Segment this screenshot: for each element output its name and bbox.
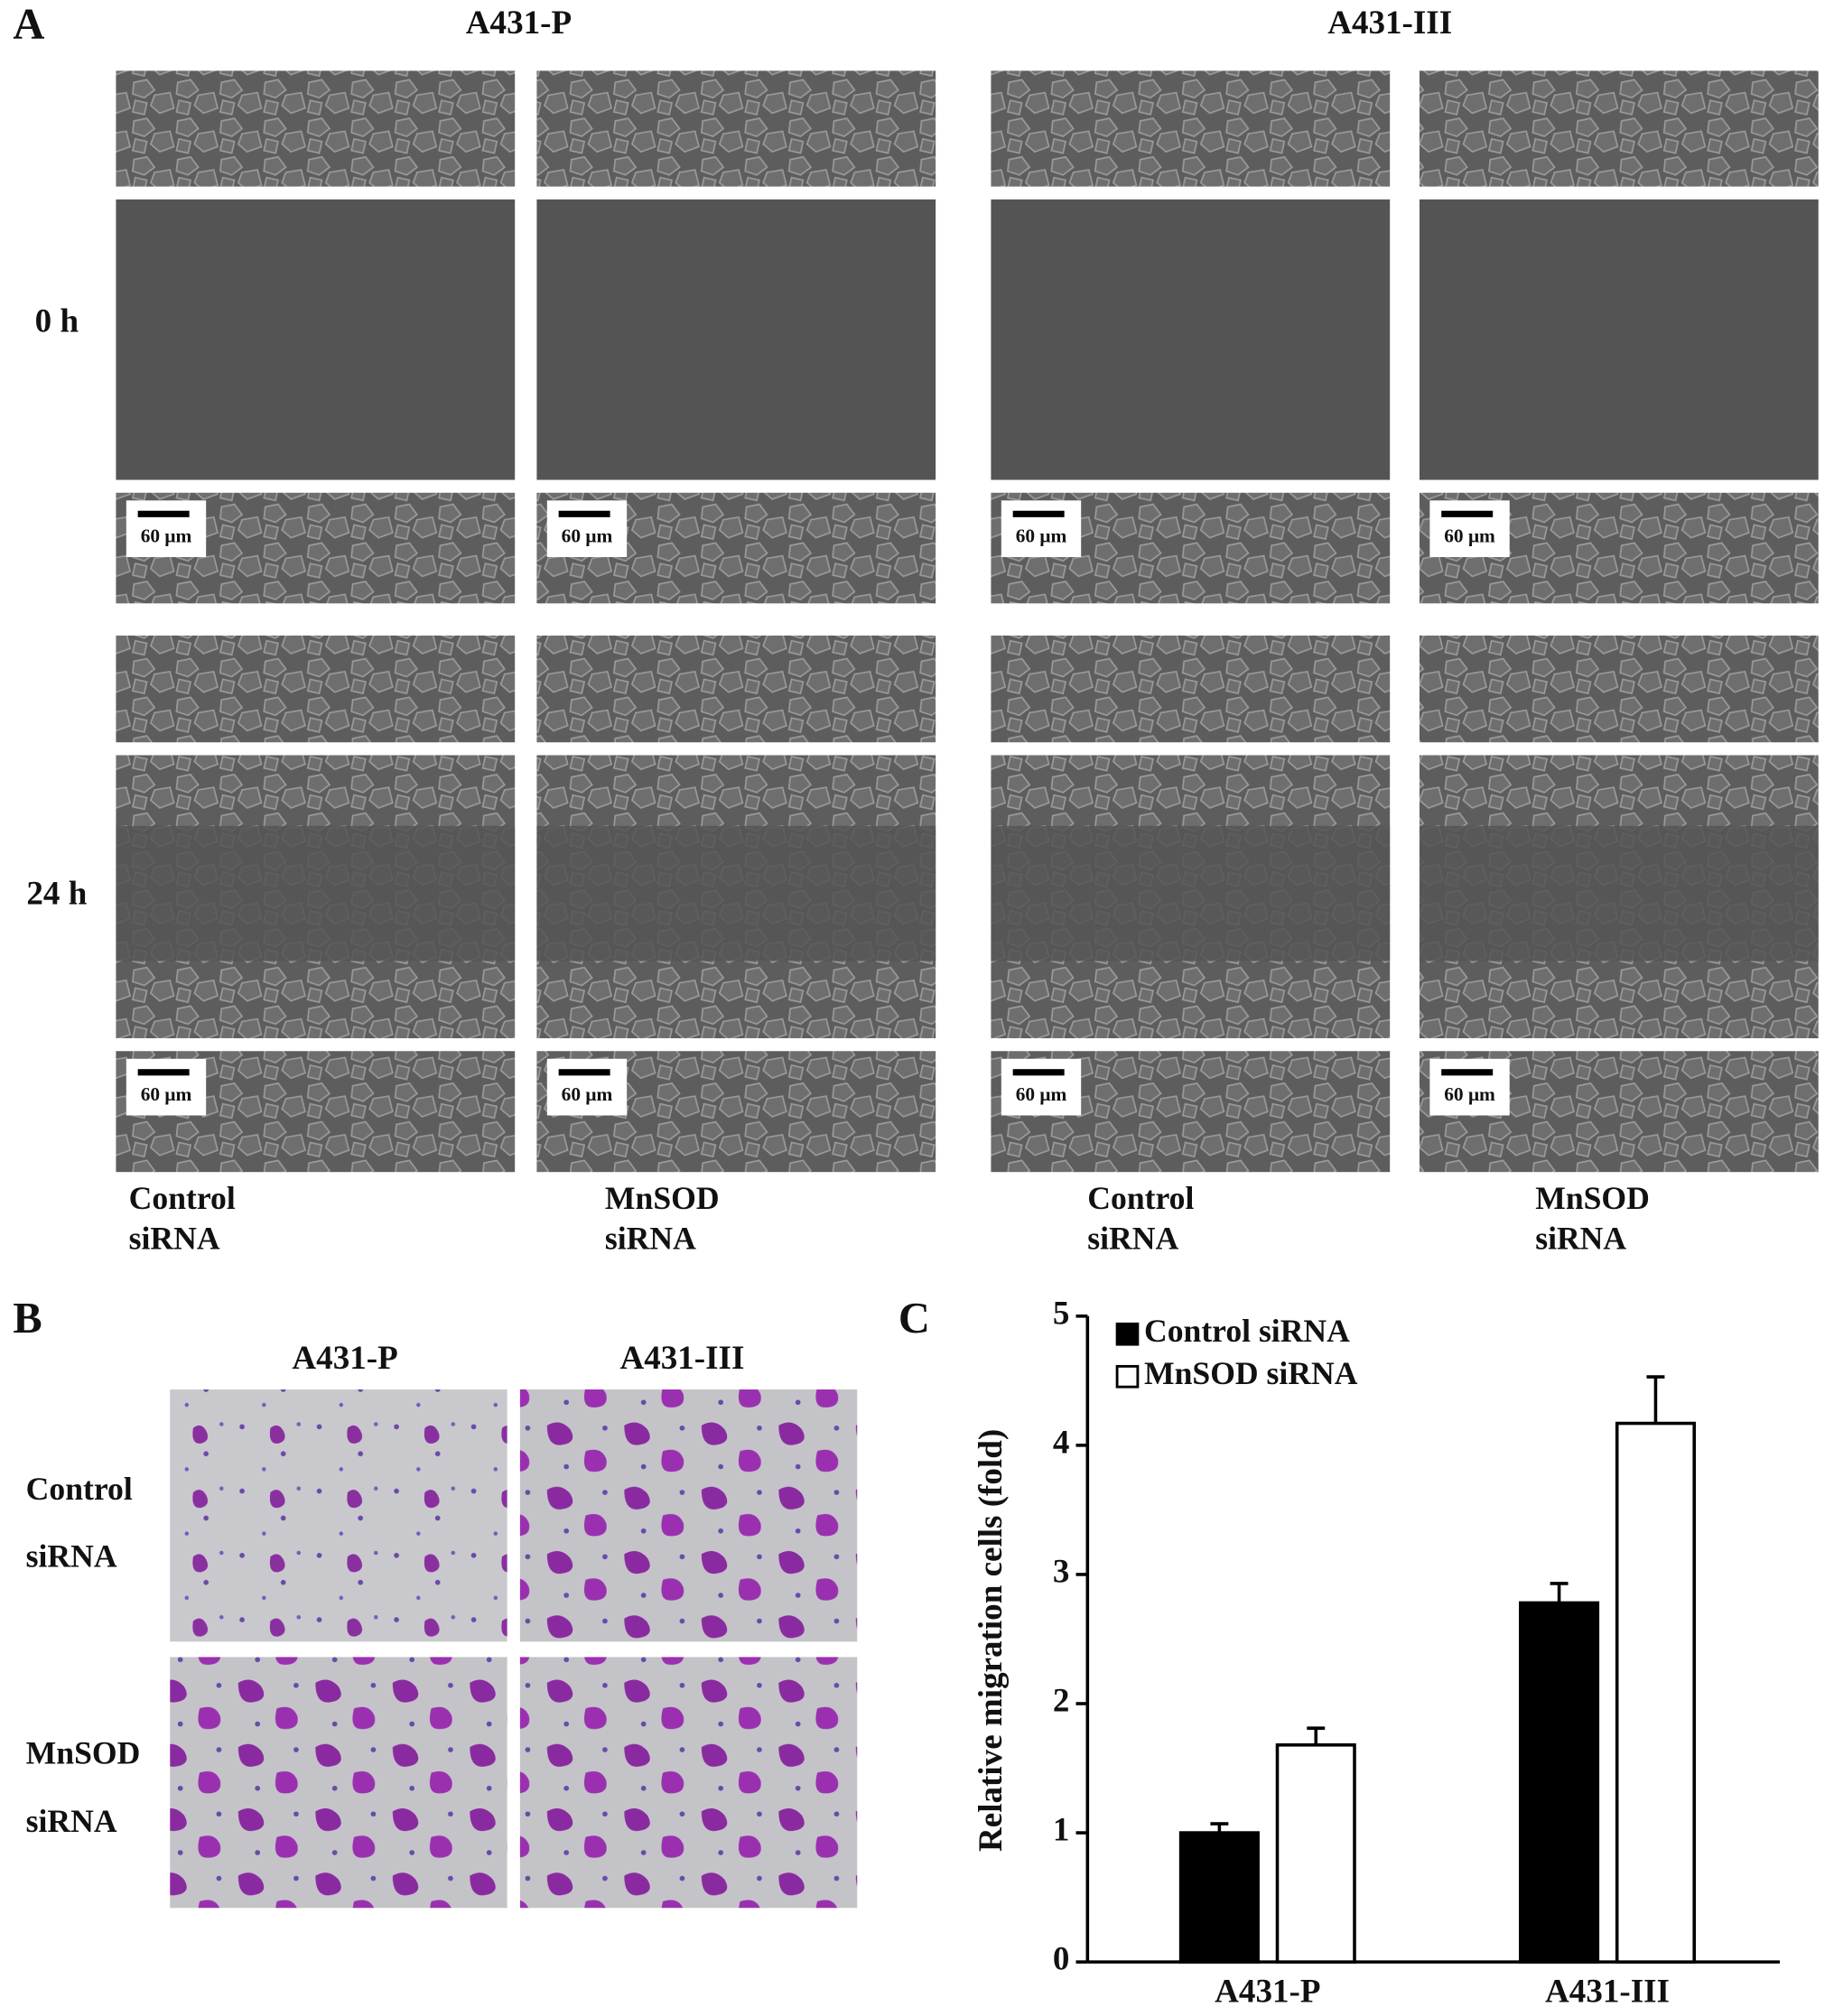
column-header: A431-III: [619, 1340, 744, 1377]
wound-gap: [991, 825, 1391, 962]
scale-bar-box: [1429, 1058, 1510, 1116]
legend-label: Control siRNA: [1144, 1313, 1350, 1349]
scale-bar: [137, 510, 190, 517]
y-tick-label: 3: [1053, 1553, 1070, 1590]
row-label: 0 h: [35, 303, 79, 340]
scale-bar-box: [546, 500, 628, 558]
scale-bar-box: [1429, 500, 1510, 558]
bar: [1178, 1831, 1260, 1964]
legend-label: MnSOD siRNA: [1144, 1355, 1358, 1391]
micrograph: [1419, 199, 1819, 480]
condition-label: Control: [129, 1180, 236, 1216]
panel-label: B: [13, 1295, 42, 1342]
micrograph: [536, 635, 936, 743]
condition-label: siRNA: [129, 1220, 220, 1256]
bar: [1275, 1743, 1356, 1964]
transwell-image: [519, 1657, 858, 1909]
y-axis-label: Relative migration cells (fold): [973, 1429, 1010, 1852]
micrograph: [991, 199, 1391, 480]
condition-label: siRNA: [1087, 1220, 1178, 1256]
condition-label: siRNA: [605, 1220, 696, 1256]
scale-bar: [1012, 1069, 1065, 1076]
y-tick-label: 0: [1053, 1941, 1070, 1978]
micrograph: [991, 70, 1391, 187]
scale-bar-label: 60 μm: [1016, 525, 1067, 547]
scale-bar-box: [1001, 500, 1082, 558]
x-tick-label: A431-P: [1215, 1973, 1320, 2010]
micrograph: [1419, 70, 1819, 187]
scale-bar: [1012, 510, 1065, 517]
panel-label: C: [898, 1295, 930, 1342]
scale-bar: [558, 510, 610, 517]
micrograph: [536, 199, 936, 480]
scale-bar-label: 60 μm: [141, 1083, 192, 1105]
micrograph: [536, 70, 936, 187]
scale-bar-box: [546, 1058, 628, 1116]
scale-bar: [558, 1069, 610, 1076]
row-label: MnSOD: [26, 1734, 141, 1770]
column-header: A431-P: [292, 1340, 397, 1377]
legend-swatch: [1115, 1364, 1140, 1389]
scale-bar-box: [126, 500, 207, 558]
micrograph: [116, 70, 516, 187]
panel-label: A: [13, 0, 44, 48]
condition-label: Control: [1087, 1180, 1194, 1216]
scale-bar-box: [126, 1058, 207, 1116]
row-label: Control: [26, 1471, 133, 1507]
micrograph: [991, 635, 1391, 743]
wound-gap: [536, 825, 936, 962]
micrograph: [116, 635, 516, 743]
y-tick-label: 1: [1053, 1812, 1070, 1849]
y-tick-label: 5: [1053, 1295, 1070, 1332]
bar: [1615, 1421, 1696, 1964]
transwell-image: [170, 1389, 507, 1642]
condition-label: MnSOD: [605, 1180, 720, 1216]
column-header: A431-P: [466, 5, 572, 42]
row-label: siRNA: [26, 1803, 117, 1839]
scale-bar: [137, 1069, 190, 1076]
scale-bar-label: 60 μm: [1444, 1083, 1495, 1105]
y-tick-label: 2: [1053, 1683, 1070, 1720]
row-label: siRNA: [26, 1538, 117, 1574]
wound-gap: [116, 825, 516, 962]
scale-bar-label: 60 μm: [562, 525, 613, 547]
scale-bar-label: 60 μm: [141, 525, 192, 547]
scale-bar: [1441, 510, 1494, 517]
legend-swatch: [1115, 1322, 1140, 1346]
bar: [1519, 1601, 1600, 1964]
scale-bar: [1441, 1069, 1494, 1076]
scale-bar-label: 60 μm: [1016, 1083, 1067, 1105]
column-header: A431-III: [1327, 5, 1452, 42]
condition-label: siRNA: [1535, 1220, 1626, 1256]
condition-label: MnSOD: [1535, 1180, 1650, 1216]
scale-bar-box: [1001, 1058, 1082, 1116]
micrograph: [1419, 635, 1819, 743]
micrograph: [116, 199, 516, 480]
transwell-image: [170, 1657, 507, 1909]
x-tick-label: A431-III: [1545, 1973, 1670, 2010]
scale-bar-label: 60 μm: [1444, 525, 1495, 547]
row-label: 24 h: [26, 876, 87, 913]
wound-gap: [1419, 825, 1819, 962]
scale-bar-label: 60 μm: [562, 1083, 613, 1105]
transwell-image: [519, 1389, 858, 1642]
y-tick-label: 4: [1053, 1424, 1070, 1461]
